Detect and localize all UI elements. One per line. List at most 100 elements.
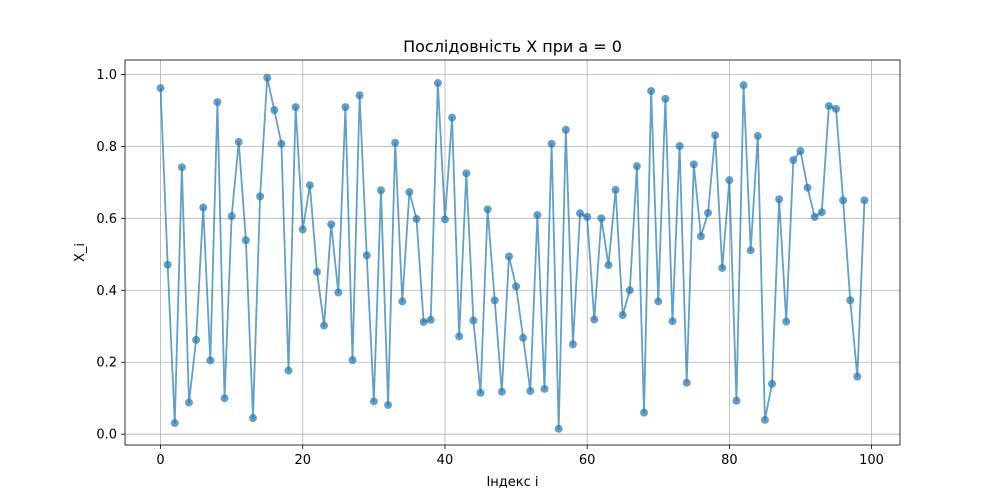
- data-point: [320, 321, 329, 330]
- data-point: [810, 212, 819, 221]
- data-point: [220, 394, 229, 403]
- data-point: [163, 260, 172, 269]
- data-point: [192, 335, 201, 344]
- data-point: [718, 263, 727, 272]
- data-point: [490, 296, 499, 305]
- data-point: [405, 188, 414, 197]
- y-tick-label: 0.6: [96, 212, 117, 227]
- data-point: [782, 317, 791, 326]
- data-point: [540, 384, 549, 393]
- x-tick-label: 40: [437, 453, 454, 468]
- data-point: [227, 212, 236, 221]
- x-tick-label: 80: [721, 453, 738, 468]
- data-point: [732, 396, 741, 405]
- data-point: [568, 340, 577, 349]
- data-point: [618, 311, 627, 320]
- grid-lines: [125, 60, 900, 445]
- data-point: [654, 297, 663, 306]
- chart-title: Послідовність X при a = 0: [403, 37, 622, 56]
- data-point: [846, 296, 855, 305]
- data-point: [860, 196, 869, 205]
- data-point: [682, 378, 691, 387]
- data-point: [647, 86, 656, 95]
- y-tick-label: 1.0: [96, 68, 117, 83]
- data-point: [355, 91, 364, 100]
- data-point: [391, 138, 400, 147]
- data-point: [241, 236, 250, 245]
- data-point: [440, 215, 449, 224]
- data-point: [675, 141, 684, 150]
- data-point: [689, 160, 698, 169]
- data-point: [526, 387, 535, 396]
- data-point: [519, 333, 528, 342]
- data-point: [625, 286, 634, 295]
- data-point: [362, 251, 371, 260]
- data-point: [725, 176, 734, 185]
- data-point: [590, 315, 599, 324]
- data-point: [832, 104, 841, 113]
- data-point: [426, 315, 435, 324]
- data-point: [348, 356, 357, 365]
- data-point: [497, 387, 506, 396]
- data-point: [448, 113, 457, 122]
- data-point: [853, 372, 862, 381]
- data-point: [632, 162, 641, 171]
- data-point: [341, 103, 350, 112]
- data-point: [291, 103, 300, 112]
- data-point: [476, 388, 485, 397]
- data-point: [817, 208, 826, 217]
- data-point: [270, 106, 279, 115]
- data-point: [462, 169, 471, 178]
- data-point: [234, 138, 243, 147]
- data-point: [576, 209, 585, 218]
- data-point: [512, 282, 521, 291]
- data-point: [170, 419, 179, 428]
- data-point: [305, 181, 314, 190]
- data-point: [611, 185, 620, 194]
- data-point: [661, 94, 670, 103]
- data-point: [177, 163, 186, 172]
- x-tick-label: 60: [579, 453, 596, 468]
- data-point: [739, 81, 748, 90]
- data-point: [327, 220, 336, 229]
- data-point: [803, 183, 812, 192]
- data-point: [668, 317, 677, 326]
- data-point: [746, 246, 755, 255]
- data-point: [554, 424, 563, 433]
- data-point: [824, 102, 833, 111]
- data-point: [312, 267, 321, 276]
- data-point: [760, 415, 769, 424]
- x-tick-label: 20: [294, 453, 311, 468]
- data-point: [469, 316, 478, 325]
- data-point: [284, 366, 293, 375]
- data-point: [334, 288, 343, 297]
- data-point: [640, 408, 649, 417]
- data-point: [768, 379, 777, 388]
- data-point: [384, 401, 393, 410]
- series-line: [159, 76, 866, 430]
- data-point: [775, 195, 784, 204]
- data-point: [263, 73, 272, 82]
- x-tick-label: 100: [859, 453, 884, 468]
- data-point: [533, 211, 542, 220]
- data-point: [483, 205, 492, 214]
- data-point: [753, 131, 762, 140]
- x-axis-label: Індекс i: [486, 475, 538, 490]
- data-point: [156, 84, 165, 93]
- data-point: [376, 186, 385, 195]
- data-point: [597, 214, 606, 223]
- data-point: [369, 397, 378, 406]
- y-axis-label: X_i: [73, 243, 88, 262]
- data-point: [248, 414, 257, 423]
- data-point: [433, 79, 442, 88]
- axis-ticks: 0 20 40 60 80 100 0.0 0.2 0.4 0.6 0.8 1.0: [96, 68, 884, 468]
- data-point: [298, 225, 307, 234]
- data-point: [547, 139, 556, 148]
- series-layer: [156, 73, 869, 433]
- plot-frame: [124, 59, 901, 446]
- data-point: [839, 196, 848, 205]
- data-point: [184, 398, 193, 407]
- data-point: [704, 208, 713, 217]
- data-point: [604, 261, 613, 270]
